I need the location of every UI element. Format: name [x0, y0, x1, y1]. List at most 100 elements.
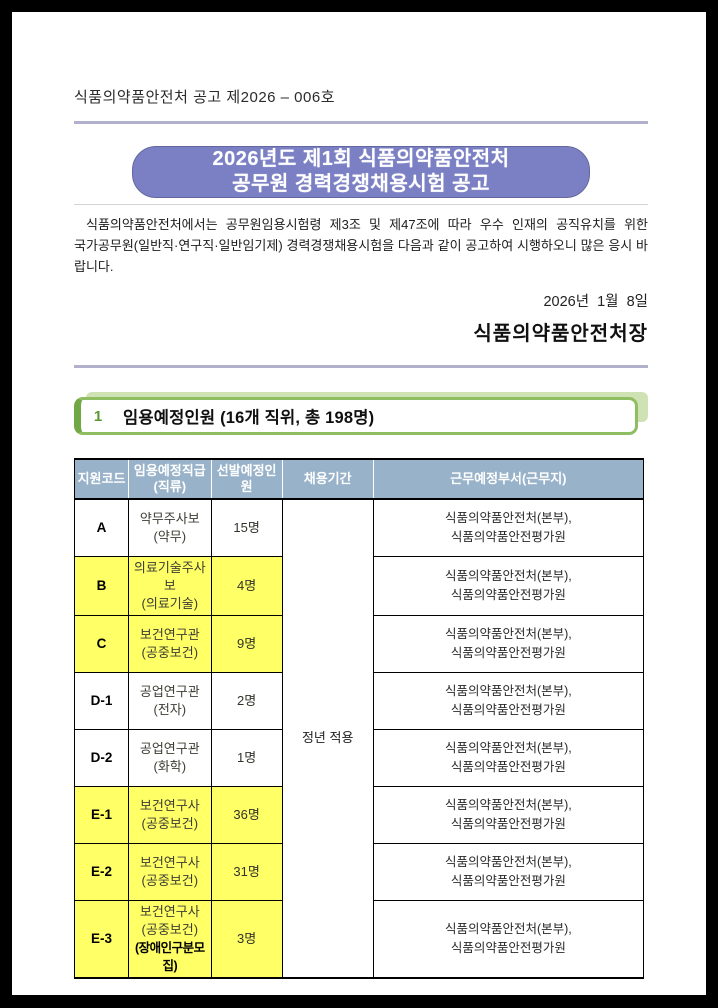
title-banner-line1: 2026년도 제1회 식품의약품안전처 [212, 148, 510, 170]
workplace: 식품의약품안전처(본부), 식품의약품안전평가원 [372, 498, 645, 557]
position-grade-line: (공중보건) [141, 644, 199, 660]
table-row: D-1 공업연구관 (전자) 2명 식품의약품안전처(본부), 식품의약품안전평가원 [73, 671, 645, 730]
col-header-grade-line1: 임용예정직급 [133, 463, 206, 478]
workplace-line: 식품의약품안전평가원 [450, 645, 566, 660]
selection-count: 4명 [210, 555, 283, 616]
position-grade-line: 보건연구사 [139, 903, 200, 919]
workplace: 식품의약품안전처(본부), 식품의약품안전평가원 [372, 555, 645, 616]
selection-count: 3명 [210, 899, 283, 978]
selection-count: 9명 [210, 614, 283, 673]
col-header-grade-line2: (직류) [153, 479, 187, 494]
section-title: 임용예정인원 (16개 직위, 총 198명) [123, 409, 375, 427]
position-grade: 보건연구사 (공중보건) [128, 842, 212, 901]
header-divider [74, 121, 648, 124]
position-grade-line: (공중보건) [141, 815, 199, 831]
position-grade: 공업연구관 (화학) [128, 728, 212, 787]
table-row: E-3 보건연구사 (공중보건) (장애인구분모집) 3명 식품의약품안전처(본부), 식품… [73, 899, 645, 978]
section-number: 1 [93, 407, 103, 425]
workplace-line: 식품의약품안전평가원 [450, 529, 566, 544]
section-header-box: 1 임용예정인원 (16개 직위, 총 198명) [74, 397, 638, 435]
workplace-line: 식품의약품안전평가원 [450, 816, 566, 831]
position-grade-line: (공중보건) [141, 921, 199, 937]
workplace: 식품의약품안전처(본부), 식품의약품안전평가원 [372, 842, 645, 901]
position-grade: 약무주사보 (약무) [128, 498, 212, 557]
position-grade-line: 약무주사보 [139, 510, 200, 526]
selection-count: 36명 [210, 785, 283, 844]
workplace-line: 식품의약품안전처(본부), [444, 854, 572, 869]
table-row: C 보건연구관 (공중보건) 9명 식품의약품안전처(본부), 식품의약품안전평가원 [73, 614, 645, 673]
applicant-code: D-1 [73, 671, 130, 730]
document-page: 식품의약품안전처 공고 제2026 – 006호 2026년도 제1회 식품의약… [12, 12, 706, 995]
applicant-code: C [73, 614, 130, 673]
banner-divider [74, 204, 648, 205]
position-grade-line: 공업연구관 [139, 683, 200, 699]
workplace-line: 식품의약품안전처(본부), [444, 683, 572, 698]
title-banner: 2026년도 제1회 식품의약품안전처 공무원 경력경쟁채용시험 공고 [132, 146, 590, 198]
applicant-code: E-3 [73, 899, 130, 978]
position-grade: 공업연구관 (전자) [128, 671, 212, 730]
signer-divider [74, 365, 648, 368]
workplace-line: 식품의약품안전처(본부), [444, 510, 572, 525]
col-header-period: 채용기간 [281, 458, 374, 500]
table-row: D-2 공업연구관 (화학) 1명 식품의약품안전처(본부), 식품의약품안전평가원 [73, 728, 645, 787]
position-grade-line: 공업연구관 [139, 740, 200, 756]
position-table: 지원코드 임용예정직급 (직류) 선발예정인원 채용기간 근무예정부서(근무지)… [73, 458, 645, 979]
workplace: 식품의약품안전처(본부), 식품의약품안전평가원 [372, 785, 645, 844]
signer-title: 식품의약품안전처장 [473, 323, 648, 345]
workplace: 식품의약품안전처(본부), 식품의약품안전평가원 [372, 614, 645, 673]
intro-line-1: 식품의약품안전처에서는 공무원임용시험령 제3조 및 제47조에 따라 우수 인… [86, 217, 648, 232]
position-grade-line: 보건연구사 [139, 797, 200, 813]
title-banner-line2: 공무원 경력경쟁채용시험 공고 [232, 173, 490, 195]
selection-count: 2명 [210, 671, 283, 730]
applicant-code: A [73, 498, 130, 557]
position-grade-line: 의료기술주사보 [133, 559, 206, 593]
applicant-code: E-2 [73, 842, 130, 901]
workplace-line: 식품의약품안전평가원 [450, 759, 566, 774]
position-grade-line: 보건연구사 [139, 854, 200, 870]
workplace-line: 식품의약품안전처(본부), [444, 740, 572, 755]
applicant-code: D-2 [73, 728, 130, 787]
intro-paragraph: 식품의약품안전처에서는 공무원임용시험령 제3조 및 제47조에 따라 우수 인… [74, 214, 648, 277]
position-grade-line: (전자) [153, 701, 187, 717]
workplace: 식품의약품안전처(본부), 식품의약품안전평가원 [372, 899, 645, 978]
selection-count: 15명 [210, 498, 283, 557]
col-header-count: 선발예정인원 [210, 458, 283, 500]
position-grade-line: (장애인구분모집) [134, 940, 205, 973]
applicant-code: B [73, 555, 130, 616]
section-header: 1 임용예정인원 (16개 직위, 총 198명) [74, 392, 648, 435]
workplace-line: 식품의약품안전처(본부), [444, 797, 572, 812]
intro-line-2: 국가공무원(일반직·연구직·일반임기제) 경력경쟁채용시험을 다음과 같이 공고… [74, 238, 648, 274]
workplace: 식품의약품안전처(본부), 식품의약품안전평가원 [372, 728, 645, 787]
workplace-line: 식품의약품안전평가원 [450, 702, 566, 717]
col-header-code: 지원코드 [73, 458, 130, 500]
selection-count: 31명 [210, 842, 283, 901]
doc-number: 식품의약품안전처 공고 제2026 – 006호 [74, 89, 336, 106]
position-table-body: A 약무주사보 (약무) 15명 정년 적용 식품의약품안전처(본부), 식품의약품안전평가… [73, 498, 645, 978]
position-grade: 보건연구관 (공중보건) [128, 614, 212, 673]
position-grade-line: 보건연구관 [139, 626, 200, 642]
workplace-line: 식품의약품안전평가원 [450, 873, 566, 888]
col-header-grade: 임용예정직급 (직류) [128, 458, 212, 500]
position-table-head: 지원코드 임용예정직급 (직류) 선발예정인원 채용기간 근무예정부서(근무지) [73, 458, 645, 500]
position-grade-line: (약무) [153, 528, 187, 544]
employment-period: 정년 적용 [281, 498, 374, 978]
header-row: 지원코드 임용예정직급 (직류) 선발예정인원 채용기간 근무예정부서(근무지) [73, 458, 645, 500]
position-grade-line: (의료기술) [141, 595, 199, 611]
position-grade-line: (화학) [153, 758, 187, 774]
workplace-line: 식품의약품안전평가원 [450, 940, 566, 955]
col-header-workplace: 근무예정부서(근무지) [372, 458, 645, 500]
position-grade: 보건연구사 (공중보건) [128, 785, 212, 844]
table-row: A 약무주사보 (약무) 15명 정년 적용 식품의약품안전처(본부), 식품의약품안전평가… [73, 498, 645, 978]
workplace-line: 식품의약품안전처(본부), [444, 568, 572, 583]
announcement-date: 2026년 1월 8일 [543, 294, 648, 310]
position-grade-line: (공중보건) [141, 872, 199, 888]
table-row: E-2 보건연구사 (공중보건) 31명 식품의약품안전처(본부), 식품의약품안전평가원 [73, 842, 645, 901]
workplace-line: 식품의약품안전처(본부), [444, 626, 572, 641]
table-row: B 의료기술주사보 (의료기술) 4명 식품의약품안전처(본부), 식품의약품안전평가원 [73, 555, 645, 616]
applicant-code: E-1 [73, 785, 130, 844]
workplace-line: 식품의약품안전평가원 [450, 587, 566, 602]
position-grade: 보건연구사 (공중보건) (장애인구분모집) [128, 899, 212, 978]
selection-count: 1명 [210, 728, 283, 787]
document-content: 식품의약품안전처 공고 제2026 – 006호 2026년도 제1회 식품의약… [12, 86, 706, 979]
